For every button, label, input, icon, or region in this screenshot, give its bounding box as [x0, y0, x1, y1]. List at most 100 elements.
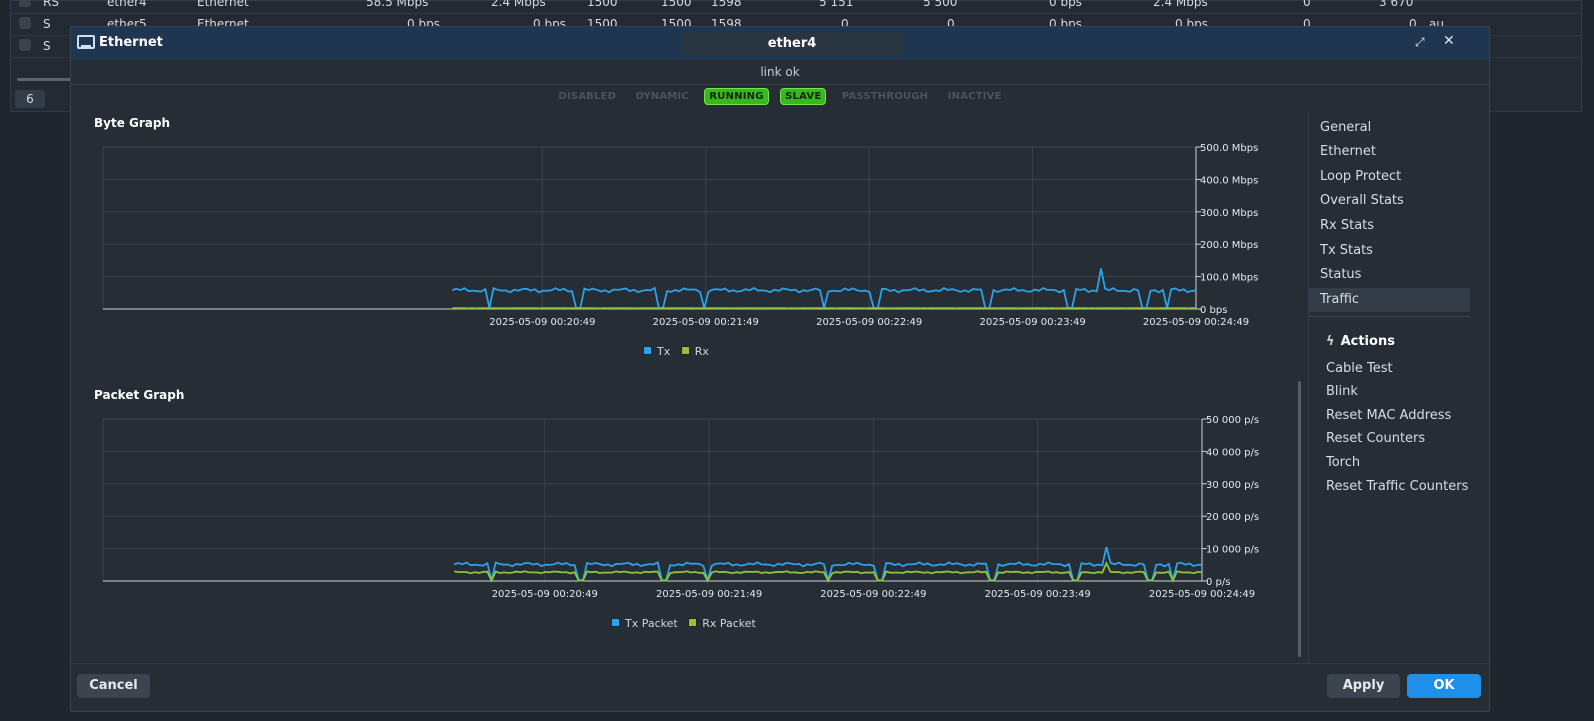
row-tx-packet: 5 151 [819, 0, 854, 9]
x-tick-label: 2025-05-09 00:23:49 [985, 589, 1091, 600]
traffic-panel: Byte Graph 0 bps 100.0 Mbps 200.0 Mbps 300.… [71, 111, 1308, 663]
nav-traffic[interactable]: Traffic [1309, 288, 1470, 312]
y-tick-label: 10 000 p/s [1206, 545, 1259, 556]
dialog-titlebar[interactable]: Ethernet ether4 ⤢ ✕ [71, 27, 1489, 60]
ethernet-icon [77, 35, 95, 49]
side-nav: General Ethernet Loop Protect Overall St… [1308, 111, 1470, 663]
row-flag: S [43, 17, 51, 31]
y-tick-label: 300.0 Mbps [1200, 208, 1258, 219]
blink-action[interactable]: Blink [1326, 384, 1358, 399]
row-l2mtu: 1598 [711, 0, 742, 9]
dialog-footer: Cancel Apply OK [71, 663, 1489, 712]
x-tick-label: 2025-05-09 00:21:49 [653, 317, 759, 328]
y-tick-label: 40 000 p/s [1206, 447, 1259, 458]
flag-dynamic: DYNAMIC [635, 91, 689, 102]
x-tick-label: 2025-05-09 00:21:49 [656, 589, 762, 600]
bolt-icon: ϟ [1326, 334, 1335, 349]
legend-rx[interactable]: Rx [694, 345, 709, 358]
series-line-tx-packet [453, 546, 1203, 584]
rx-swatch [680, 346, 690, 355]
y-tick-label: 100.0 Mbps [1200, 273, 1258, 284]
horizontal-scrollbar[interactable] [17, 78, 77, 81]
reset-traffic-counters-action[interactable]: Reset Traffic Counters [1326, 479, 1469, 494]
flag-running: RUNNING [704, 88, 769, 105]
x-tick-label: 2025-05-09 00:22:49 [816, 317, 922, 328]
tx-packet-swatch [611, 618, 620, 627]
status-flags: DISABLED DYNAMIC RUNNING SLAVE PASSTHROU… [71, 88, 1489, 105]
x-tick-label: 2025-05-09 00:24:49 [1149, 589, 1255, 600]
row-fp-rx-packet: 0 [1409, 17, 1417, 31]
dialog-title: Ethernet [99, 35, 163, 50]
series-line-tx [451, 268, 1197, 310]
reset-mac-action[interactable]: Reset MAC Address [1326, 408, 1452, 423]
restore-icon[interactable]: ⤢ [1415, 35, 1425, 49]
byte-graph-chart: 0 bps 100.0 Mbps 200.0 Mbps 300.0 Mbps 400.0… [102, 143, 1258, 328]
actions-label: Actions [1340, 334, 1395, 349]
x-tick-label: 2025-05-09 00:20:49 [492, 589, 598, 600]
row-rx: 2.4 Mbps [491, 0, 546, 9]
byte-graph-legend: Tx Rx [643, 345, 709, 358]
y-tick-label: 200.0 Mbps [1200, 240, 1258, 251]
row-count: 6 [15, 90, 45, 108]
table-row[interactable]: RS ether4 Ethernet 58.5 Mbps 2.4 Mbps 15… [11, 0, 1581, 14]
y-tick-label: 0 bps [1200, 305, 1227, 316]
x-tick-label: 2025-05-09 00:23:49 [979, 317, 1085, 328]
legend-tx-packet[interactable]: Tx Packet [625, 617, 678, 630]
row-rx-packet: 0 [947, 17, 955, 31]
row-flag: RS [43, 0, 59, 9]
y-tick-label: 0 p/s [1206, 577, 1230, 588]
flag-passthrough: PASSTHROUGH [841, 91, 929, 102]
legend-tx[interactable]: Tx [657, 345, 671, 358]
row-fp-tx-packet: 0 [1303, 0, 1311, 9]
packet-graph-chart: 0 p/s 10 000 p/s 20 000 p/s 30 000 p/s 40 00… [102, 415, 1259, 600]
torch-action[interactable]: Torch [1326, 455, 1361, 470]
row-fp-rx-packet: 3 670 [1379, 0, 1414, 9]
apply-button[interactable]: Apply [1327, 674, 1400, 698]
vertical-scrollbar[interactable] [1298, 381, 1301, 657]
row-actual-mtu: 1500 [661, 0, 692, 9]
link-status: link ok [71, 60, 1489, 85]
cable-test-action[interactable]: Cable Test [1326, 361, 1393, 376]
nav-status[interactable]: Status [1320, 267, 1362, 282]
legend-rx-packet[interactable]: Rx Packet [702, 617, 756, 630]
ethernet-dialog: Ethernet ether4 ⤢ ✕ link ok DISABLED DYN… [70, 26, 1490, 712]
x-tick-label: 2025-05-09 00:20:49 [489, 317, 595, 328]
row-tx-packet: 0 [841, 17, 849, 31]
ok-button[interactable]: OK [1407, 674, 1481, 698]
packet-graph-title: Packet Graph [94, 388, 185, 402]
row-name: ether4 [107, 0, 147, 9]
row-checkbox[interactable] [19, 17, 31, 29]
close-icon[interactable]: ✕ [1443, 33, 1455, 49]
row-fp-tx-packet: 0 [1303, 17, 1311, 31]
actions-heading: ϟ Actions [1326, 334, 1395, 349]
tx-swatch [643, 346, 652, 355]
row-fp-tx: 0 bps [1049, 0, 1082, 9]
row-type: Ethernet [197, 0, 249, 9]
packet-graph-legend: Tx Packet Rx Packet [611, 617, 756, 630]
row-checkbox[interactable] [19, 0, 31, 7]
x-tick-label: 2025-05-09 00:22:49 [820, 589, 926, 600]
y-tick-label: 400.0 Mbps [1200, 175, 1258, 186]
nav-rx-stats[interactable]: Rx Stats [1320, 218, 1375, 233]
nav-general[interactable]: General [1320, 120, 1372, 135]
x-tick-label: 2025-05-09 00:24:49 [1143, 317, 1249, 328]
y-tick-label: 50 000 p/s [1206, 415, 1259, 426]
interface-name-field[interactable]: ether4 [681, 32, 903, 55]
nav-tx-stats[interactable]: Tx Stats [1320, 243, 1373, 258]
row-mtu: 1500 [587, 0, 618, 9]
series-line-rx-packet [453, 561, 1203, 583]
row-flag: S [43, 39, 51, 53]
y-tick-label: 500.0 Mbps [1200, 143, 1258, 154]
cancel-button[interactable]: Cancel [77, 674, 150, 698]
flag-inactive: INACTIVE [947, 91, 1002, 102]
row-checkbox[interactable] [19, 39, 31, 51]
flag-slave: SLAVE [780, 88, 827, 105]
byte-graph-title: Byte Graph [94, 116, 171, 130]
flag-disabled: DISABLED [558, 91, 617, 102]
nav-loop-protect[interactable]: Loop Protect [1320, 169, 1402, 184]
y-tick-label: 30 000 p/s [1206, 480, 1259, 491]
reset-counters-action[interactable]: Reset Counters [1326, 431, 1426, 446]
nav-overall-stats[interactable]: Overall Stats [1320, 193, 1404, 208]
nav-ethernet[interactable]: Ethernet [1320, 144, 1376, 159]
row-rx-packet: 5 500 [923, 0, 958, 9]
